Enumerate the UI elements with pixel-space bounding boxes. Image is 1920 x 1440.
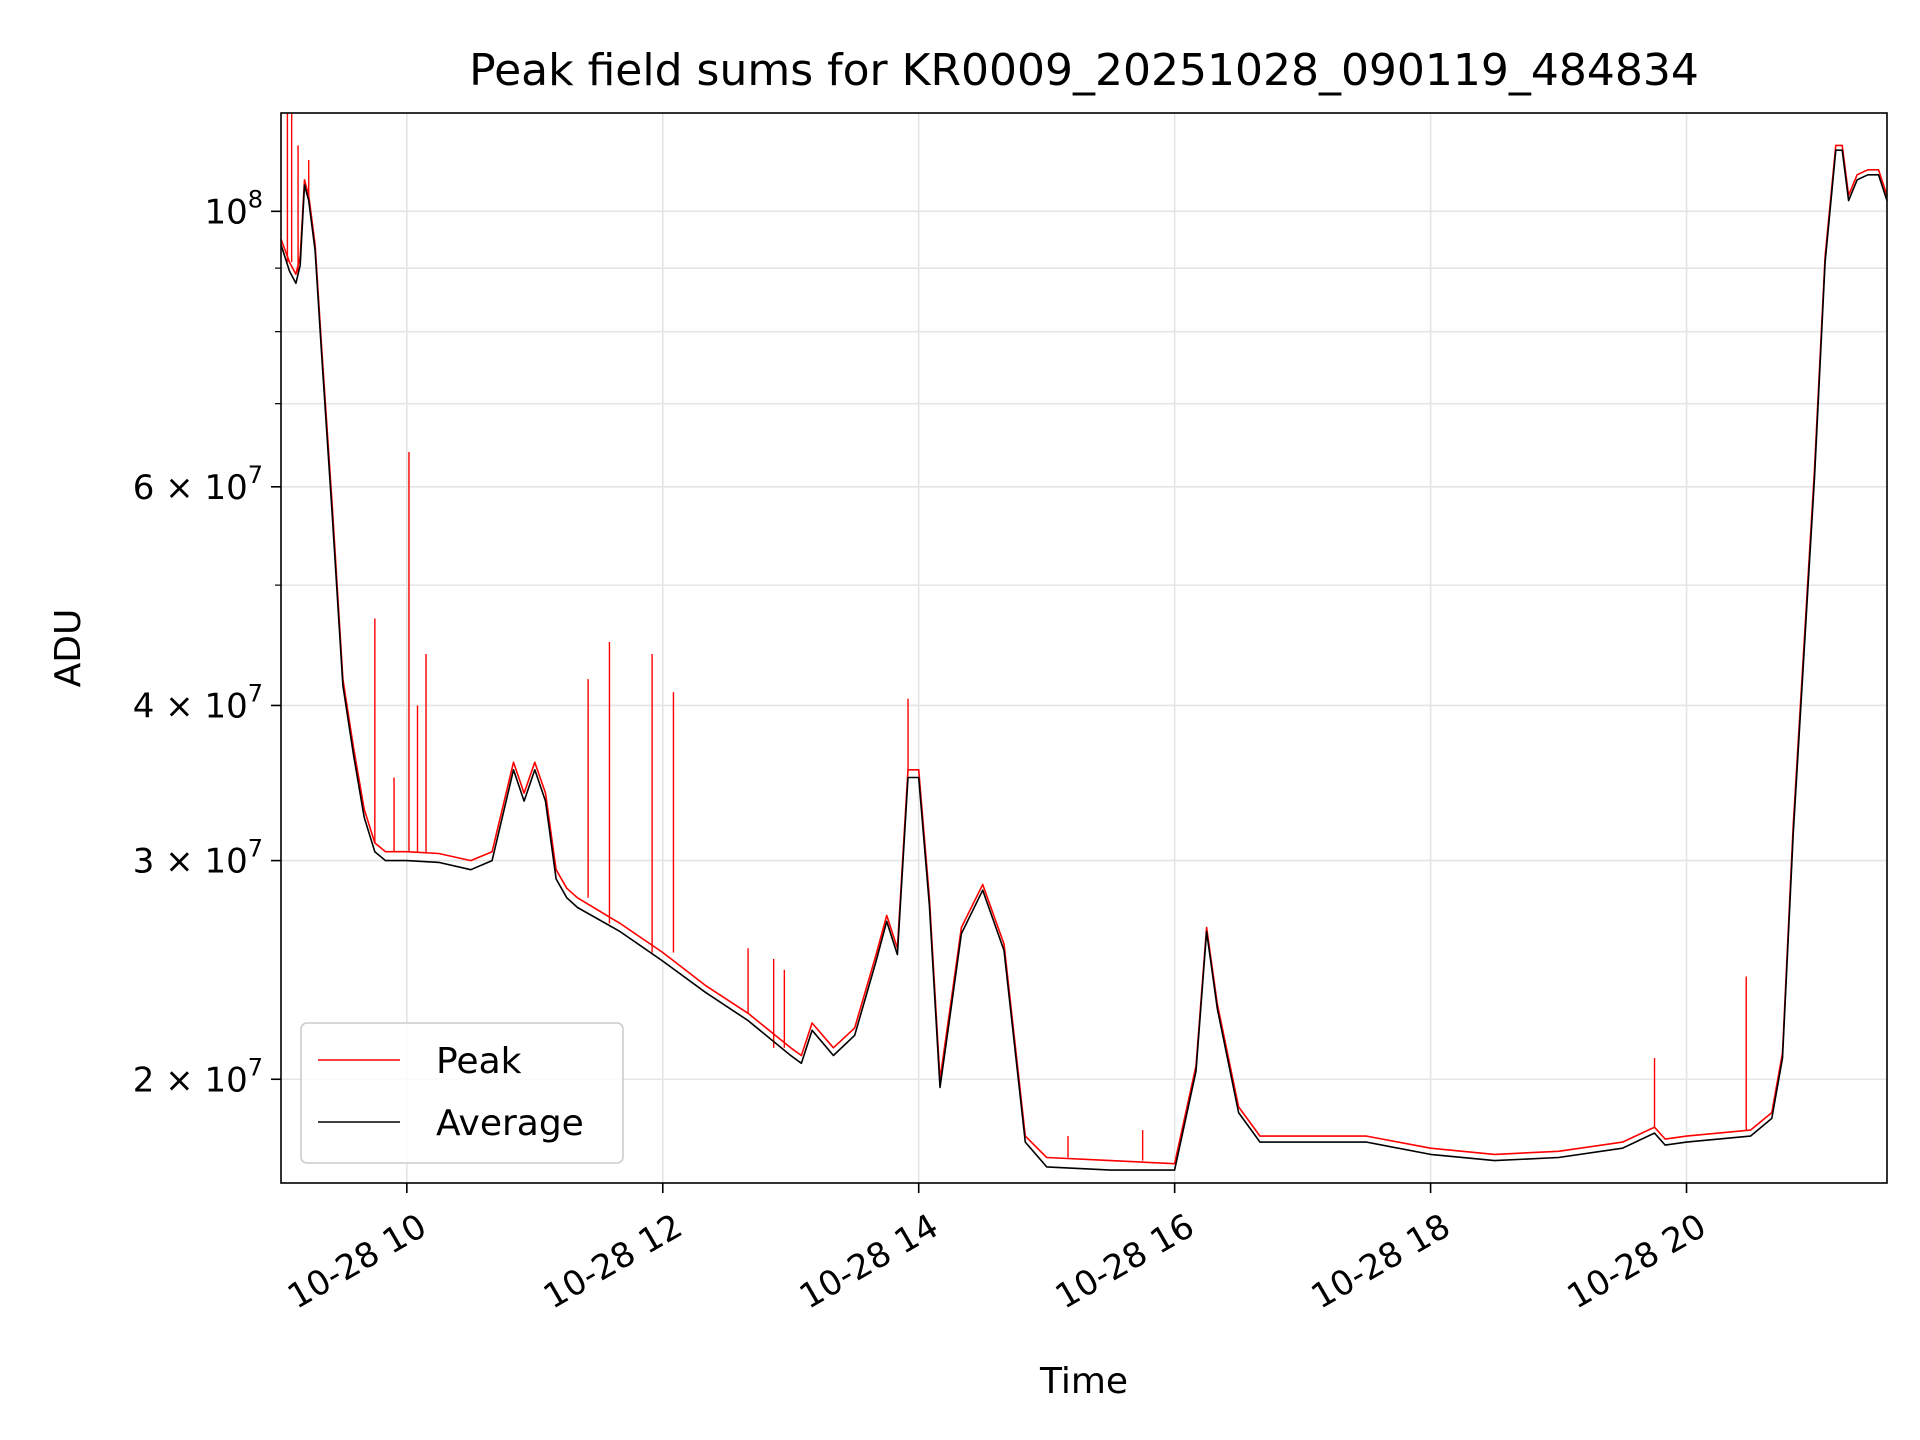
y-axis: 2 × 107 3 × 107 4 × 107 6 × 107 108: [133, 185, 281, 1100]
chart-title: Peak field sums for KR0009_20251028_0901…: [469, 45, 1699, 96]
y-tick-label: 6 × 107: [133, 461, 263, 508]
plot-frame: [280, 112, 1888, 1184]
y-tick-label: 108: [204, 185, 263, 232]
grid: [281, 113, 1887, 1183]
legend-average-label: Average: [436, 1103, 584, 1144]
y-tick-label: 3 × 107: [133, 835, 263, 882]
legend-peak-label: Peak: [436, 1041, 522, 1082]
y-axis-label: ADU: [48, 609, 89, 688]
legend: Peak Average: [300, 1022, 624, 1164]
y-tick-label: 2 × 107: [133, 1053, 263, 1100]
series-layer: [280, 113, 1888, 1171]
y-tick-label: 4 × 107: [133, 679, 263, 726]
legend-box: [300, 1022, 624, 1164]
series-line-peak: [280, 144, 1888, 1165]
series-line-average: [280, 149, 1888, 1171]
x-axis-label: Time: [1039, 1361, 1128, 1402]
